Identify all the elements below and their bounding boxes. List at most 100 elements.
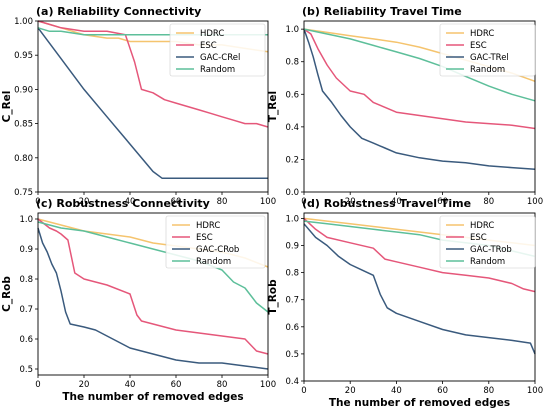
y-tick-label: 0.7 [19, 305, 33, 315]
x-tick-label: 100 [260, 380, 276, 390]
legend-label: Random [196, 257, 231, 267]
y-tick-label: 0.9 [19, 245, 33, 255]
x-tick-label: 60 [171, 197, 182, 207]
x-tick-label: 0 [301, 197, 306, 207]
legend: HDRC ESC GAC-CRel Random [169, 23, 266, 77]
legend-label: ESC [200, 41, 217, 51]
x-tick-label: 40 [391, 197, 402, 207]
panel-title: (b) Reliability Travel Time [302, 5, 462, 18]
plot-frame [303, 212, 536, 382]
x-tick-label: 0 [35, 380, 40, 390]
series-line-gac-trob [303, 223, 536, 355]
legend-label: HDRC [200, 29, 224, 39]
x-tick-label: 80 [217, 197, 228, 207]
panel-title: (d) Robustness Travel Time [302, 197, 471, 210]
series-line-esc [37, 218, 269, 355]
legend: HDRC ESC GAC-TRob Random [439, 215, 536, 269]
legend-label: Random [470, 257, 505, 267]
y-tick-label: 1.0 [285, 25, 299, 35]
legend-label: GAC-CRel [200, 53, 240, 63]
legend-box [165, 215, 266, 269]
plot-frame [37, 212, 269, 376]
x-tick-label: 80 [217, 380, 228, 390]
legend-label: HDRC [470, 221, 494, 231]
chart-panel-3: 0 20 40 60 80 100 0.5 0.6 0.7 0.8 0.9 1.0(c) Robust… [1, 197, 276, 403]
y-tick-label: 1.0 [19, 215, 33, 225]
y-tick-label: 1.00 [14, 17, 33, 27]
legend-label: ESC [470, 233, 487, 243]
x-tick-label: 20 [79, 197, 90, 207]
legend-label: ESC [470, 41, 487, 51]
y-tick-label: 0.6 [19, 335, 33, 345]
y-tick-label: 0.4 [285, 377, 299, 387]
plot-frame [37, 20, 269, 193]
x-tick-label: 100 [527, 197, 543, 207]
x-tick-label: 20 [345, 197, 356, 207]
y-axis-label: C_Rel [1, 91, 13, 123]
chart-panel-2: 0 20 40 60 80 100 0.0 0.2 0.4 0.6 0.8 1.0(b) Reliab… [267, 5, 543, 207]
y-tick-label: 0.6 [285, 323, 299, 333]
series-line-gac-trel [303, 28, 536, 170]
x-tick-label: 100 [260, 197, 276, 207]
x-tick-label: 40 [125, 197, 136, 207]
y-axis-label: T_Rel [267, 91, 279, 122]
legend-box [439, 215, 536, 269]
plot-frame [303, 20, 536, 193]
chart-panel-1: 0 20 40 60 80 100 0.75 0.80 0.85 0.90 0.95 1.00(a) … [1, 5, 276, 207]
series-line-gac-crel [37, 27, 268, 180]
x-tick-label: 0 [301, 386, 306, 396]
legend-label: HDRC [470, 29, 494, 39]
y-tick-label: 0.8 [285, 58, 299, 68]
legend: HDRC ESC GAC-CRob Random [165, 215, 266, 269]
panel-title: (c) Robustness Connectivity [36, 197, 210, 210]
x-tick-label: 80 [483, 386, 494, 396]
legend: HDRC ESC GAC-TRel Random [439, 23, 536, 77]
x-tick-label: 60 [437, 386, 448, 396]
x-tick-label: 60 [437, 197, 448, 207]
y-tick-label: 0.8 [19, 275, 33, 285]
y-tick-label: 0.9 [285, 242, 299, 252]
chart-panel-4: 0 20 40 60 80 100 0.4 0.5 0.6 0.7 0.8 0.9 1.0(d) Rob… [267, 197, 543, 409]
series-line-esc [303, 217, 536, 293]
legend-label: Random [470, 65, 505, 75]
panel-title: (a) Reliability Connectivity [36, 5, 201, 18]
y-tick-label: 0.4 [285, 123, 299, 133]
legend-label: HDRC [196, 221, 220, 231]
y-axis-label: C_Rob [1, 276, 13, 312]
x-tick-label: 40 [125, 380, 136, 390]
y-tick-label: 0.0 [285, 188, 299, 198]
y-tick-label: 0.5 [19, 365, 33, 375]
y-tick-label: 0.95 [14, 51, 33, 61]
x-tick-label: 100 [527, 386, 543, 396]
legend-box [439, 23, 536, 77]
legend-box [169, 23, 266, 77]
series-line-esc [37, 20, 269, 128]
x-axis-label: The number of removed edges [329, 397, 510, 409]
y-tick-label: 1.0 [285, 214, 299, 224]
y-tick-label: 0.7 [285, 296, 299, 306]
x-tick-label: 0 [35, 197, 40, 207]
x-tick-label: 20 [79, 380, 90, 390]
x-tick-label: 40 [391, 386, 402, 396]
y-tick-label: 0.80 [14, 154, 33, 164]
y-tick-label: 0.5 [285, 350, 299, 360]
y-tick-label: 0.2 [285, 155, 299, 165]
series-line-random [303, 28, 536, 102]
legend-label: GAC-TRob [470, 245, 512, 255]
y-tick-label: 0.8 [285, 269, 299, 279]
x-tick-label: 60 [171, 380, 182, 390]
y-tick-label: 0.6 [285, 90, 299, 100]
legend-label: GAC-CRob [196, 245, 239, 255]
y-axis-label: T_Rob [267, 279, 279, 315]
y-tick-label: 0.90 [14, 85, 33, 95]
y-tick-label: 0.85 [14, 120, 33, 130]
x-tick-label: 20 [345, 386, 356, 396]
series-line-gac-crob [37, 227, 269, 370]
x-tick-label: 80 [483, 197, 494, 207]
x-axis-label: The number of removed edges [62, 391, 243, 403]
series-line-esc [303, 28, 536, 130]
y-tick-label: 0.75 [14, 188, 33, 198]
legend-label: ESC [196, 233, 213, 243]
legend-label: Random [200, 65, 235, 75]
